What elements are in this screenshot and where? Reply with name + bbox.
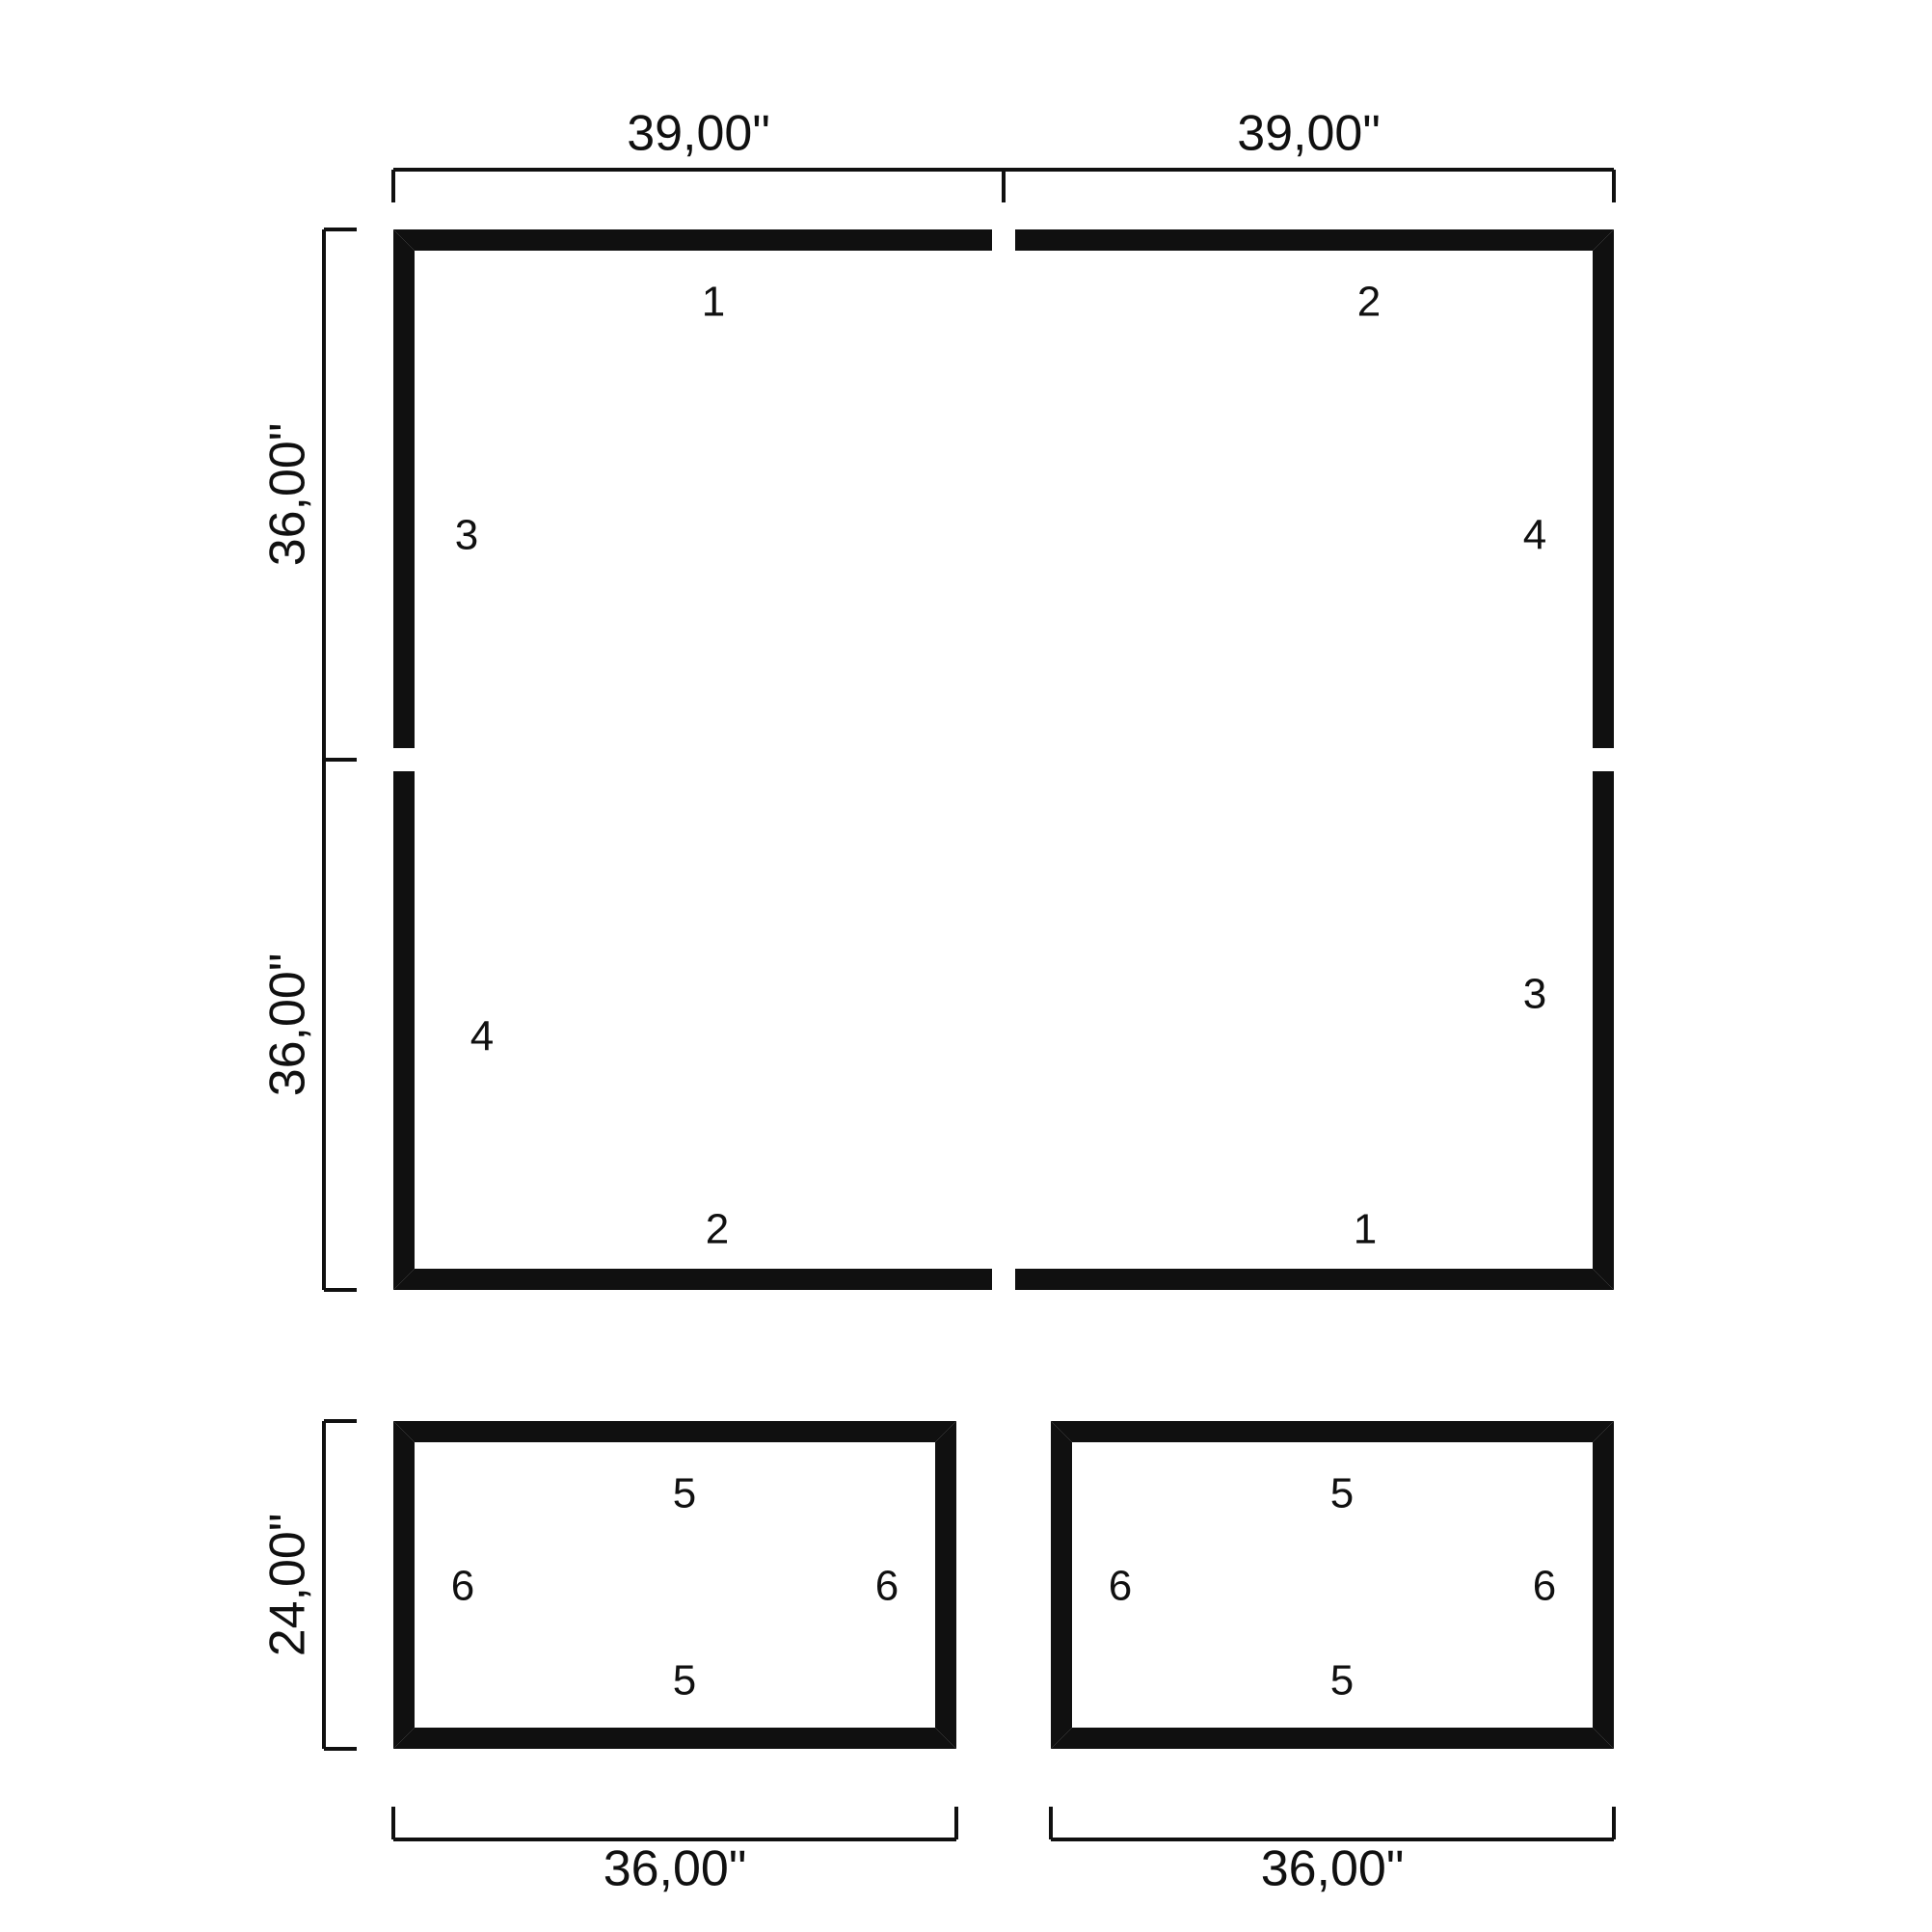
dim-v: 24,00" <box>260 1421 357 1749</box>
segment-label: 1 <box>1354 1206 1377 1253</box>
diagram-svg: 39,00" 39,00" 36,00" 36,00" 36,00" 36,00" 24,0… <box>0 0 1932 1932</box>
segment-label: 6 <box>1533 1563 1556 1610</box>
segment-label: 5 <box>1330 1657 1354 1704</box>
segment-label: 5 <box>673 1657 696 1704</box>
big-bottom-right <box>1015 1269 1614 1290</box>
dim-text: 36,00" <box>1261 1841 1405 1897</box>
big-left-lower <box>393 771 415 1290</box>
dim-text: 36,00" <box>604 1841 747 1897</box>
big-bottom-left <box>393 1269 992 1290</box>
big-right-upper <box>1593 229 1614 748</box>
big-top-right <box>1015 229 1614 251</box>
small1-right <box>935 1421 956 1749</box>
segment-label: 1 <box>702 279 725 326</box>
segment-label: 6 <box>1109 1563 1132 1610</box>
dim-text: 36,00" <box>260 423 316 567</box>
big-top-left <box>393 229 992 251</box>
dim-text: 24,00" <box>260 1514 316 1657</box>
segment-label: 5 <box>1330 1470 1354 1517</box>
segment-label: 4 <box>1523 512 1546 559</box>
big-left-upper <box>393 229 415 748</box>
dim-v: 36,00" <box>260 229 357 760</box>
big-right-lower <box>1593 771 1614 1290</box>
small1-bottom <box>393 1728 956 1749</box>
small2-right <box>1593 1421 1614 1749</box>
segment-label: 2 <box>1357 279 1381 326</box>
dim-text: 36,00" <box>260 953 316 1097</box>
segment-label: 3 <box>455 512 478 559</box>
dim-h: 36,00" <box>393 1807 956 1897</box>
segment-label: 5 <box>673 1470 696 1517</box>
dim-h: 39,00" <box>1004 106 1614 202</box>
small2-bottom <box>1051 1728 1614 1749</box>
segment-label: 3 <box>1523 971 1546 1018</box>
segment-label: 4 <box>470 1013 494 1060</box>
small1-top <box>393 1421 956 1442</box>
small2-top <box>1051 1421 1614 1442</box>
small2-left <box>1051 1421 1072 1749</box>
dim-text: 39,00" <box>627 106 770 162</box>
dim-v: 36,00" <box>260 760 357 1290</box>
segment-label: 6 <box>875 1563 899 1610</box>
dim-text: 39,00" <box>1237 106 1381 162</box>
segment-label: 2 <box>706 1206 729 1253</box>
small1-left <box>393 1421 415 1749</box>
dim-h: 39,00" <box>393 106 1004 202</box>
dim-h: 36,00" <box>1051 1807 1614 1897</box>
segment-label: 6 <box>451 1563 474 1610</box>
